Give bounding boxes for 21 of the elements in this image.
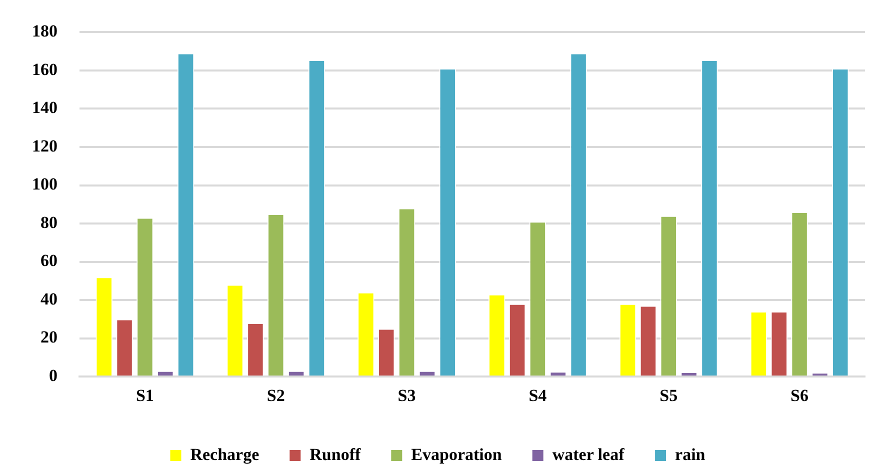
y-tick-label: 0	[49, 366, 58, 385]
y-tick-label: 100	[32, 174, 58, 194]
legend-label: Evaporation	[411, 444, 502, 464]
y-tick-label: 160	[32, 60, 58, 79]
x-tick-label: S5	[660, 386, 678, 406]
legend-label: Recharge	[190, 444, 260, 464]
x-tick-label: S4	[528, 386, 548, 406]
y-tick-label: 60	[40, 251, 58, 270]
legend-label: rain	[675, 444, 706, 464]
x-tick-label: S2	[266, 386, 285, 406]
x-tick-label: S3	[398, 386, 416, 406]
x-tick-label: S6	[790, 386, 809, 406]
y-tick-label: 20	[40, 328, 58, 347]
y-tick-label: 120	[32, 136, 58, 156]
legend-label: water leaf	[552, 444, 625, 464]
x-tick-label: S1	[136, 386, 154, 406]
y-tick-label: 140	[32, 98, 58, 118]
y-tick-label: 80	[40, 212, 58, 232]
y-tick-label: 180	[32, 22, 58, 41]
legend-label: Runoff	[310, 444, 361, 464]
y-tick-label: 40	[40, 289, 58, 308]
